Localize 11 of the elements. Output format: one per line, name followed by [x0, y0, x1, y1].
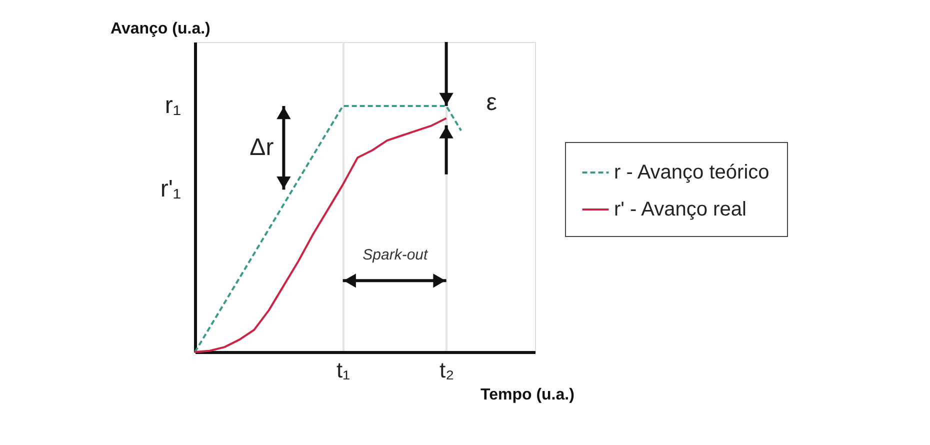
x-axis-title: Tempo (u.a.)	[480, 386, 574, 404]
legend-label: r - Avanço teórico	[614, 162, 770, 184]
y-axis-title: Avanço (u.a.)	[110, 20, 210, 38]
annotation: Δr	[250, 134, 274, 161]
text: r'₁	[160, 176, 181, 203]
legend-label: r' - Avanço real	[614, 198, 746, 220]
annotation: Spark-out	[362, 246, 429, 264]
annotation: ε	[486, 88, 498, 116]
text: r₁	[164, 92, 181, 119]
x-tick-label: t₂	[439, 358, 454, 382]
x-tick-label: t₁	[336, 358, 350, 382]
